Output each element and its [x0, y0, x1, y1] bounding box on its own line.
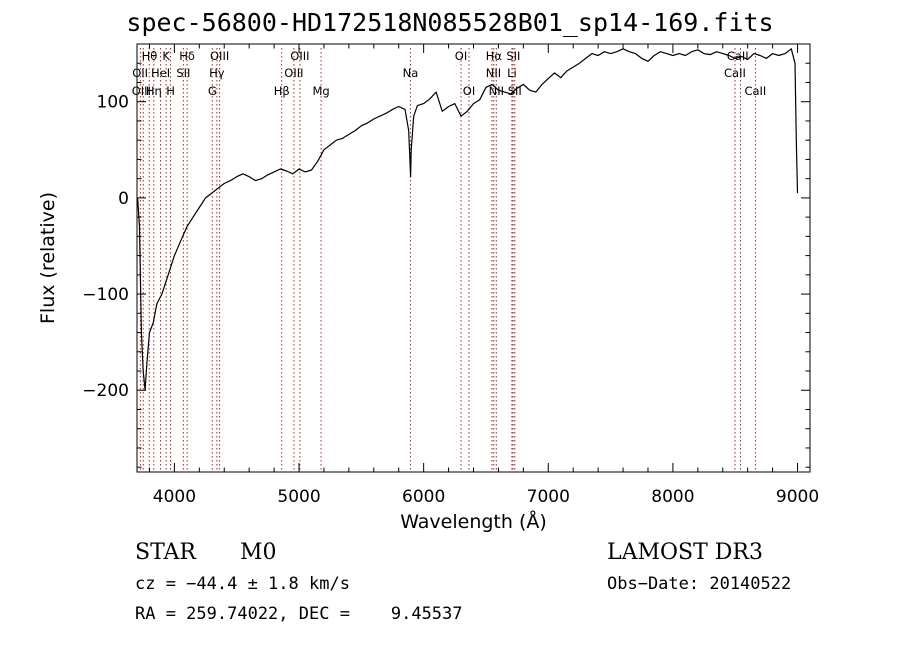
x-tick-label-8000: 8000: [651, 487, 694, 507]
line-label-r2-4: Hβ: [274, 84, 290, 98]
y-tick-label-0: 0: [118, 189, 129, 209]
line-label-r0-2: Hδ: [179, 49, 195, 63]
line-label-r0-7: SII: [506, 49, 520, 63]
object-subclass: M0: [240, 540, 277, 565]
line-label-r1-0: OII: [132, 66, 148, 80]
line-label-r1-5: Na: [403, 66, 419, 80]
spectral-lines-layer: [139, 48, 756, 472]
y-axis-label: Flux (relative): [37, 192, 59, 324]
axes-layer: 4000 5000 6000 7000 8000 9000 −200 −100 0 100 Wave…: [37, 43, 819, 533]
x-axis-label: Wavelength (Å): [400, 510, 547, 533]
line-label-r2-7: NII: [489, 84, 504, 98]
line-label-r1-4: OIII: [284, 66, 303, 80]
spectrum-line: [137, 48, 799, 391]
x-tick-label-6000: 6000: [402, 487, 445, 507]
line-label-r2-3: G: [208, 84, 217, 98]
coordinates: RA = 259.74022, DEC = 9.45537: [135, 604, 463, 624]
line-label-r0-6: Hα: [486, 49, 503, 63]
line-label-r2-5: Mg: [312, 84, 329, 98]
line-label-r1-7: Li: [507, 66, 517, 80]
line-label-r1-6: NII: [486, 66, 501, 80]
chart-title: spec-56800-HD172518N085528B01_sp14-169.f…: [126, 8, 774, 37]
line-label-r1-2: SII: [176, 66, 190, 80]
line-label-r1-3: Hγ: [209, 66, 225, 80]
line-label-r2-2: H: [166, 84, 175, 98]
line-label-r0-5: OI: [455, 49, 467, 63]
observation-date: Obs−Date: 20140522: [607, 574, 792, 594]
line-label-r0-0: Hθ: [142, 49, 158, 63]
redshift-velocity: cz = −44.4 ± 1.8 km/s: [135, 574, 350, 594]
line-label-r2-6: OI: [463, 84, 475, 98]
y-tick-label--100: −100: [82, 285, 129, 305]
x-tick-label-9000: 9000: [776, 487, 819, 507]
line-label-r0-1: K: [162, 49, 170, 63]
line-label-r0-8: CaII: [727, 49, 749, 63]
y-tick-label-100: 100: [97, 93, 129, 113]
spectrum-series-layer: [137, 48, 799, 391]
x-tick-label-5000: 5000: [277, 487, 320, 507]
plot-frame: [136, 43, 811, 473]
survey-name: LAMOST DR3: [607, 540, 763, 565]
line-label-r0-3: OIII: [210, 49, 229, 63]
y-tick-label--200: −200: [82, 381, 129, 401]
line-label-r0-4: OIII: [290, 49, 309, 63]
x-tick-label-7000: 7000: [527, 487, 570, 507]
line-label-r1-1: HeI: [151, 66, 170, 80]
line-label-r2-9: CaII: [744, 84, 766, 98]
x-tick-label-4000: 4000: [153, 487, 196, 507]
line-label-r2-1: Hη: [146, 84, 162, 98]
line-label-r1-8: CaII: [724, 66, 746, 80]
object-class: STAR: [135, 540, 196, 565]
